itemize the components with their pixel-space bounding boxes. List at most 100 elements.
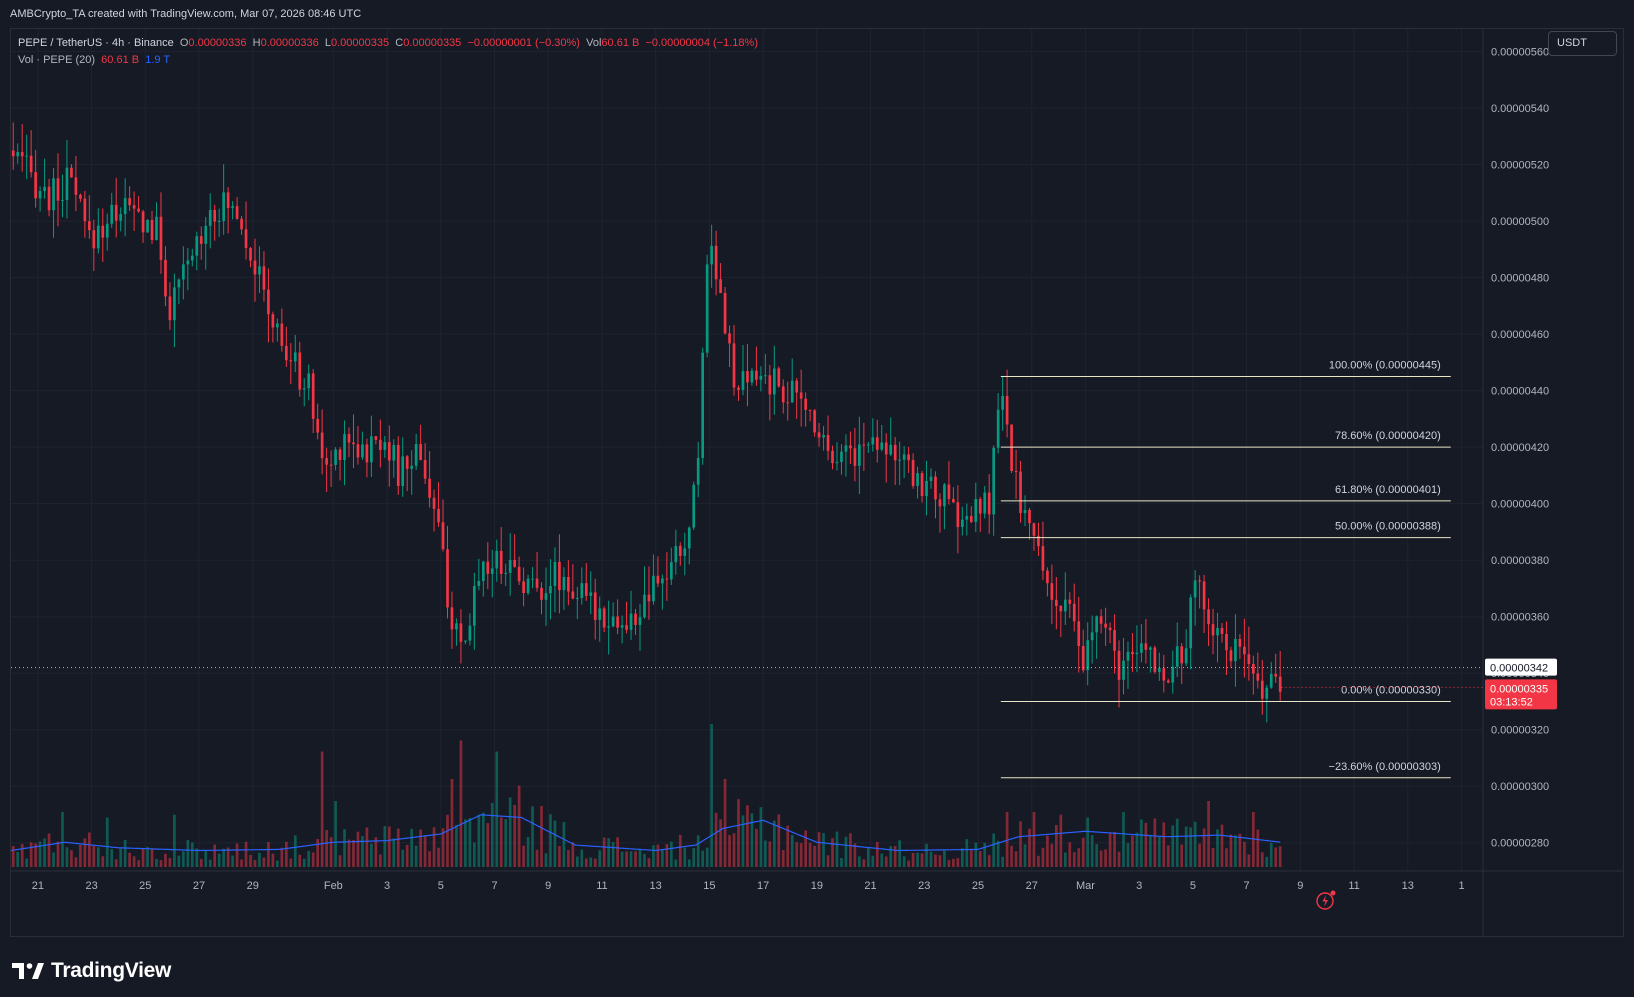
candle-body: [105, 223, 109, 238]
candle-body: [1081, 645, 1085, 671]
candle-body: [1198, 580, 1201, 582]
volume-bar: [1265, 856, 1269, 867]
volume-bar: [182, 851, 185, 867]
currency-unit-button[interactable]: USDT: [1548, 31, 1617, 56]
volume-bar: [1072, 852, 1076, 867]
candle-body: [132, 205, 136, 209]
candle-body: [1157, 668, 1161, 672]
volume-bar: [164, 853, 167, 867]
fib-level-label: 61.80% (0.00000401): [1335, 484, 1441, 496]
candle-body: [1068, 599, 1072, 604]
volume-bar: [1023, 844, 1027, 867]
candle-body: [1023, 509, 1027, 514]
candle-body: [1059, 606, 1063, 612]
candle-body: [719, 279, 722, 294]
volume-bar: [293, 835, 297, 867]
volume-bar: [132, 856, 136, 867]
volume-bar: [231, 855, 234, 867]
candle-body: [656, 575, 660, 584]
candle-body: [1234, 639, 1237, 662]
alert-icon[interactable]: [1314, 888, 1338, 912]
volume-bar: [1086, 817, 1090, 867]
candle-body: [217, 221, 221, 223]
chart-pane[interactable]: 100.00% (0.00000445) 78.60% (0.00000420) 6…: [10, 28, 1624, 937]
candle-body: [293, 352, 297, 362]
candle-body: [777, 368, 781, 387]
high-label: H: [252, 37, 261, 49]
time-tick-label: 1: [1458, 880, 1464, 892]
candle-body: [567, 576, 570, 592]
candle-body: [16, 152, 20, 157]
symbol-label[interactable]: PEPE / TetherUS · 4h · Binance: [18, 37, 174, 49]
candlesticks: [11, 122, 1282, 723]
volume-bar: [401, 849, 405, 867]
last-price-tag-text: 0.00000335: [1490, 683, 1548, 695]
candle-body: [1144, 643, 1148, 650]
candle-body: [464, 640, 467, 642]
candle-body: [943, 484, 946, 507]
candle-body: [1260, 680, 1264, 699]
volume-bar: [168, 858, 172, 867]
volume-bar: [235, 843, 239, 867]
price-tick-label: 0.00000400: [1491, 499, 1549, 511]
candle-body: [1256, 673, 1260, 681]
fibonacci-retracement[interactable]: 100.00% (0.00000445) 78.60% (0.00000420) 6…: [1000, 360, 1451, 779]
volume-bar: [267, 842, 270, 867]
volume-bar: [88, 832, 91, 867]
candle-body: [1019, 471, 1022, 514]
volume-bar: [965, 839, 969, 867]
volume-bar: [96, 847, 100, 867]
volume-bar: [114, 859, 118, 867]
volume-bar: [16, 851, 20, 867]
price-chart-svg[interactable]: 100.00% (0.00000445) 78.60% (0.00000420) 6…: [11, 29, 1623, 936]
candle-body: [271, 314, 275, 328]
volume-bar: [737, 799, 740, 867]
volume-bar: [540, 806, 543, 867]
time-axis[interactable]: 21 23 25 27 29 Feb 3 5 7 9 11 13 15 17 19 21 23 25 27 Mar 3 5…: [11, 870, 1623, 892]
candle-body: [517, 566, 521, 582]
candle-body: [768, 375, 772, 395]
candle-body: [638, 617, 642, 625]
time-tick-label: 11: [1348, 880, 1359, 892]
volume-bar: [1126, 843, 1130, 867]
volume-bar: [177, 855, 181, 867]
candle-body: [446, 549, 449, 608]
volume-bar: [383, 825, 387, 867]
candle-body: [1180, 646, 1184, 664]
volume-indicator-label[interactable]: Vol · PEPE (20): [18, 54, 96, 66]
price-axis[interactable]: 0.000002800.000003000.000003200.00000340…: [1482, 29, 1549, 936]
candle-body: [925, 480, 928, 497]
candle-body: [884, 442, 888, 455]
candle-body: [1072, 603, 1076, 622]
open-label: O: [179, 37, 189, 49]
candle-body: [1126, 651, 1130, 661]
candle-body: [978, 499, 982, 514]
volume-bar: [1157, 836, 1161, 867]
volume-bar: [352, 840, 355, 867]
volume-bar: [1149, 834, 1152, 867]
volume-bar: [1144, 822, 1148, 867]
candle-body: [831, 450, 834, 464]
candle-body: [504, 572, 508, 574]
candle-body: [258, 266, 261, 275]
price-tick-label: 0.00000280: [1491, 838, 1549, 850]
volume-bar: [307, 850, 311, 867]
ohlc-legend-row: PEPE / TetherUS · 4h · Binance O0.000003…: [18, 35, 758, 52]
candle-body: [969, 516, 973, 522]
volume-bar: [1019, 821, 1022, 867]
candle-body: [593, 592, 597, 620]
candle-body: [29, 155, 33, 173]
volume-bar: [871, 855, 875, 867]
volume-bar: [607, 838, 611, 867]
volume-bar: [405, 844, 409, 867]
volume-bar: [320, 751, 324, 867]
volume-bar: [1063, 852, 1067, 867]
volume-bar: [562, 822, 566, 867]
volume-bar: [504, 819, 508, 867]
volume-ma-path: [11, 814, 1281, 852]
volume-bar: [1162, 822, 1166, 867]
time-tick-label: 9: [1297, 880, 1303, 892]
candle-body: [629, 613, 633, 630]
tradingview-logo[interactable]: TradingView: [12, 959, 171, 983]
candle-body: [137, 208, 140, 212]
